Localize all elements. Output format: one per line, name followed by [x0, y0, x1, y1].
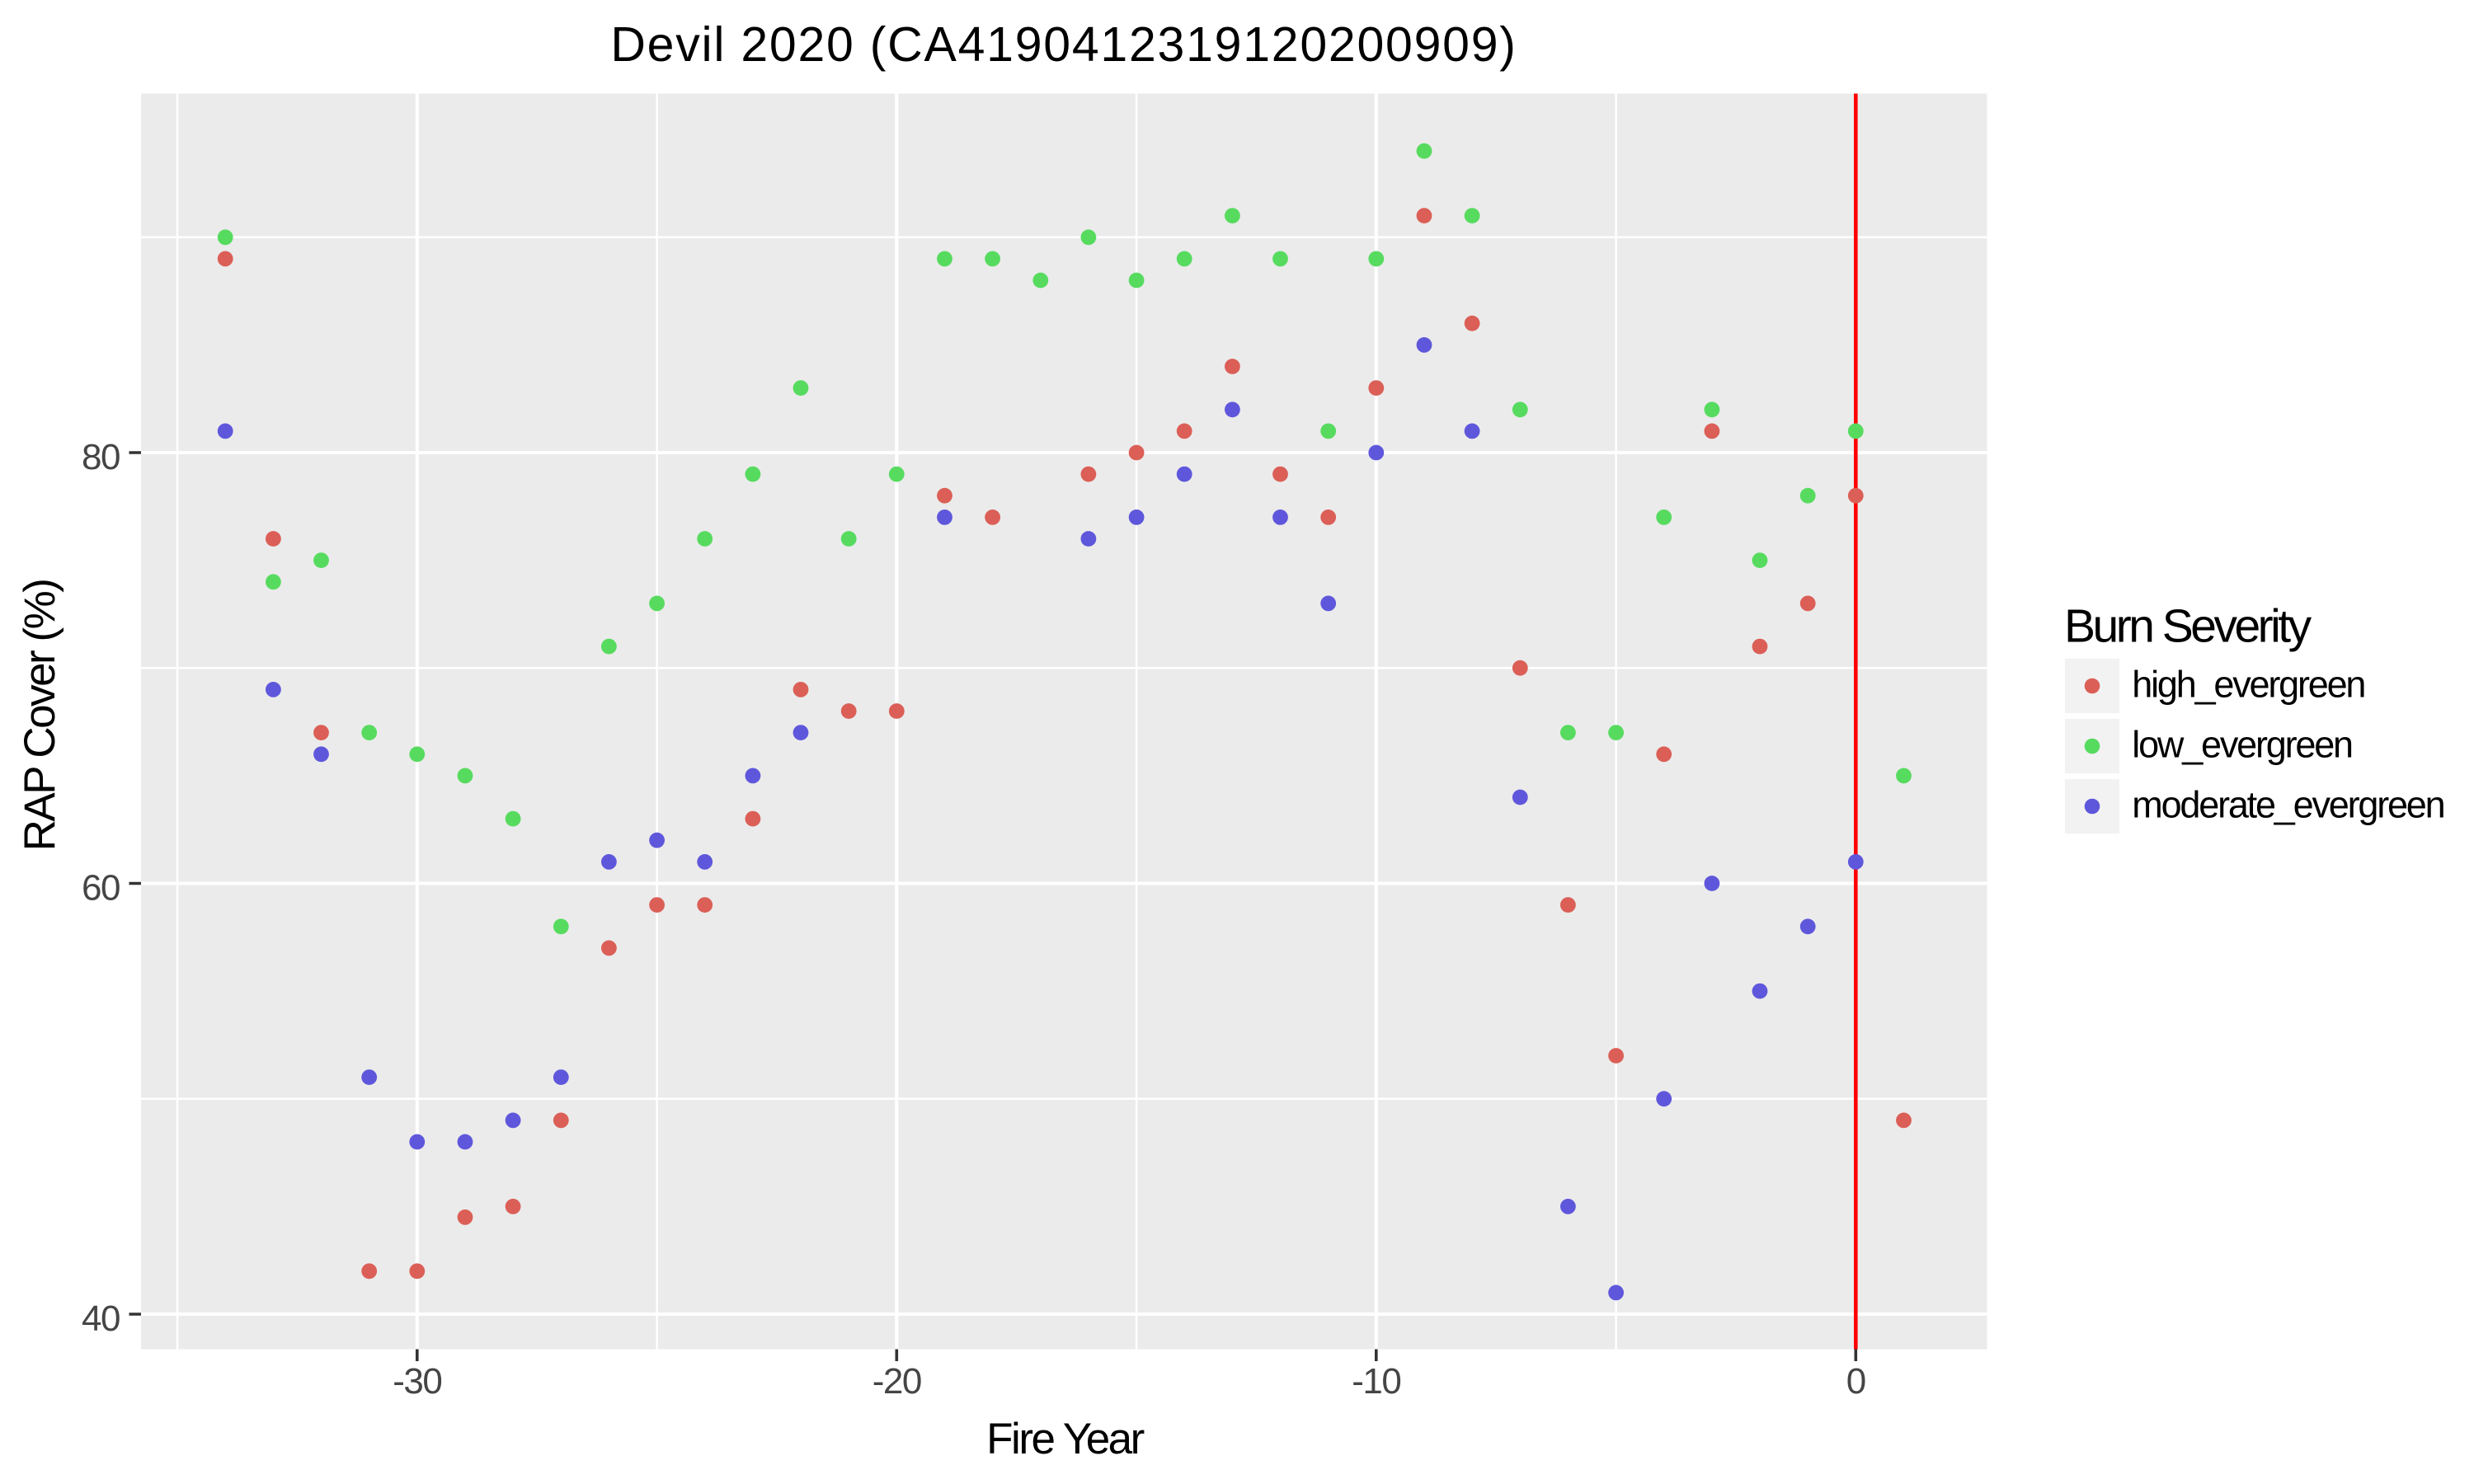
svg-text:Fire Year: Fire Year [986, 1415, 1144, 1463]
svg-text:Burn Severity: Burn Severity [2064, 600, 2312, 653]
svg-text:80: 80 [82, 437, 120, 477]
svg-text:60: 60 [82, 868, 120, 909]
svg-text:-30: -30 [393, 1361, 441, 1402]
svg-text:Devil 2020 (CA4190412319120200: Devil 2020 (CA4190412319120200909) [610, 17, 1517, 72]
svg-text:0: 0 [1846, 1361, 1865, 1402]
svg-text:moderate_evergreen: moderate_evergreen [2132, 783, 2443, 825]
svg-text:high_evergreen: high_evergreen [2132, 663, 2364, 705]
svg-text:RAP Cover (%): RAP Cover (%) [16, 580, 64, 852]
svg-text:-10: -10 [1352, 1361, 1400, 1402]
svg-text:low_evergreen: low_evergreen [2132, 723, 2352, 765]
svg-text:40: 40 [82, 1298, 120, 1339]
svg-text:-20: -20 [872, 1361, 921, 1402]
